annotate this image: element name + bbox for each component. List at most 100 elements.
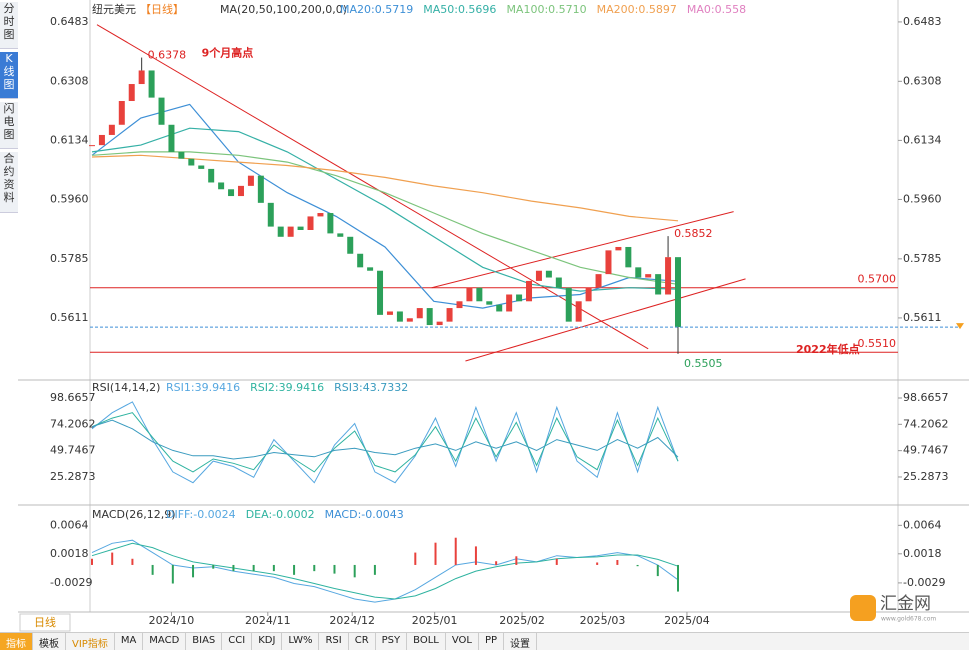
tab-kline[interactable]: K线图 xyxy=(0,52,18,99)
toolbar-item[interactable]: LW% xyxy=(282,633,320,650)
toolbar-item[interactable]: VOL xyxy=(446,633,479,650)
toolbar-item[interactable]: CR xyxy=(349,633,376,650)
extreme-label: 0.5505 xyxy=(684,357,723,370)
y-tick-label-left: 0.6483 xyxy=(50,15,89,28)
y-tick-label-right: 0.0018 xyxy=(903,547,942,560)
candle xyxy=(426,308,433,326)
logo-icon xyxy=(850,595,876,621)
toolbar-item[interactable]: KDJ xyxy=(252,633,283,650)
candle xyxy=(148,70,155,98)
tab-contract[interactable]: 合约资料 xyxy=(0,152,18,213)
toolbar-item[interactable]: 指标 xyxy=(0,633,33,650)
x-tick-label: 2025/01 xyxy=(412,614,458,627)
ma-line xyxy=(91,103,679,309)
candle xyxy=(466,287,473,302)
candle xyxy=(178,151,185,159)
y-tick-label-right: 25.2873 xyxy=(903,470,949,483)
trendline xyxy=(96,24,649,350)
line-line xyxy=(91,401,679,484)
candle xyxy=(89,145,95,147)
candle xyxy=(287,226,294,237)
candle xyxy=(396,311,403,322)
y-tick-label-right: 49.7467 xyxy=(903,444,949,457)
y-tick-label-left: 0.0018 xyxy=(50,547,89,560)
y-tick-label-left: 0.5785 xyxy=(50,252,89,265)
extreme-label: 0.6378 xyxy=(148,49,187,62)
ma-legend: MA100:0.5710 xyxy=(506,3,586,16)
ma-legend: MA200:0.5897 xyxy=(597,3,677,16)
candle xyxy=(307,216,314,230)
ma-legend: MA50:0.5696 xyxy=(423,3,496,16)
tab-timeshare[interactable]: 分时图 xyxy=(0,2,18,49)
candle xyxy=(595,274,602,288)
x-tick-label: 2024/11 xyxy=(245,614,291,627)
candle xyxy=(456,301,463,309)
legend-entry: DEA:-0.0002 xyxy=(246,508,315,521)
toolbar-item[interactable]: PSY xyxy=(376,633,408,650)
period-tab-label[interactable]: 日线 xyxy=(34,615,56,629)
toolbar-item[interactable]: 设置 xyxy=(504,633,538,650)
y-tick-label-right: 0.5960 xyxy=(903,192,942,205)
y-tick-label-left: 98.6657 xyxy=(50,391,96,404)
candle xyxy=(347,236,354,254)
candle xyxy=(506,294,513,312)
extreme-note: 9个月高点 xyxy=(202,46,254,60)
line-line xyxy=(91,412,679,473)
candle xyxy=(645,274,652,278)
macd-title: MACD(26,12,9) xyxy=(92,508,176,521)
candle xyxy=(565,287,572,322)
toolbar-item[interactable]: BIAS xyxy=(186,633,223,650)
period-tab[interactable] xyxy=(19,613,71,632)
extreme-label: 0.5852 xyxy=(674,227,713,240)
toolbar-item[interactable]: BOLL xyxy=(407,633,446,650)
candle xyxy=(247,175,254,186)
candle xyxy=(108,124,115,135)
line-line xyxy=(91,419,679,460)
toolbar-item[interactable]: PP xyxy=(479,633,505,650)
y-tick-label-left: -0.0029 xyxy=(50,576,92,589)
toolbar-item[interactable]: CCI xyxy=(222,633,253,650)
toolbar-item[interactable]: RSI xyxy=(319,633,349,650)
candle xyxy=(317,213,324,217)
toolbar-item[interactable]: VIP指标 xyxy=(66,633,115,650)
candle xyxy=(545,270,552,278)
y-tick-label-left: 0.5611 xyxy=(50,311,89,324)
y-tick-label-left: 49.7467 xyxy=(50,444,96,457)
toolbar-item[interactable]: 模板 xyxy=(33,633,66,650)
x-tick-label: 2025/02 xyxy=(499,614,545,627)
logo-name: 汇金网 xyxy=(880,594,931,614)
legend-entry: MACD:-0.0043 xyxy=(325,508,404,521)
legend-entry: RSI3:43.7332 xyxy=(334,381,408,394)
candle xyxy=(237,185,244,197)
candle xyxy=(635,267,642,278)
candle xyxy=(535,270,542,281)
candle xyxy=(128,84,135,102)
toolbar-item[interactable]: MACD xyxy=(143,633,187,650)
level-label: 0.5700 xyxy=(858,273,897,286)
toolbar-item[interactable]: MA xyxy=(115,633,144,650)
ma-legend: MA20:0.5719 xyxy=(340,3,413,16)
y-tick-label-right: -0.0029 xyxy=(903,576,945,589)
candle xyxy=(198,165,205,169)
candle xyxy=(406,318,413,322)
y-tick-label-left: 0.5960 xyxy=(50,192,89,205)
logo-url: www.gold678.com xyxy=(881,616,936,623)
candle xyxy=(188,158,195,166)
ma-line xyxy=(91,127,679,292)
y-tick-label-left: 0.6134 xyxy=(50,133,89,146)
level-label: 0.5510 xyxy=(858,337,897,350)
candle xyxy=(446,308,453,322)
ma-line xyxy=(91,151,679,285)
y-tick-label-right: 0.5785 xyxy=(903,252,942,265)
candle xyxy=(665,257,672,295)
y-tick-label-right: 0.5611 xyxy=(903,311,942,324)
legend-entry: RSI1:39.9416 xyxy=(166,381,240,394)
candle xyxy=(377,270,384,315)
candle xyxy=(257,175,264,203)
candle xyxy=(267,202,274,227)
candle xyxy=(496,304,503,312)
y-tick-label-left: 0.0064 xyxy=(50,518,89,531)
legend-entry: RSI2:39.9416 xyxy=(250,381,324,394)
tab-flash[interactable]: 闪电图 xyxy=(0,102,18,149)
candle xyxy=(516,294,523,302)
